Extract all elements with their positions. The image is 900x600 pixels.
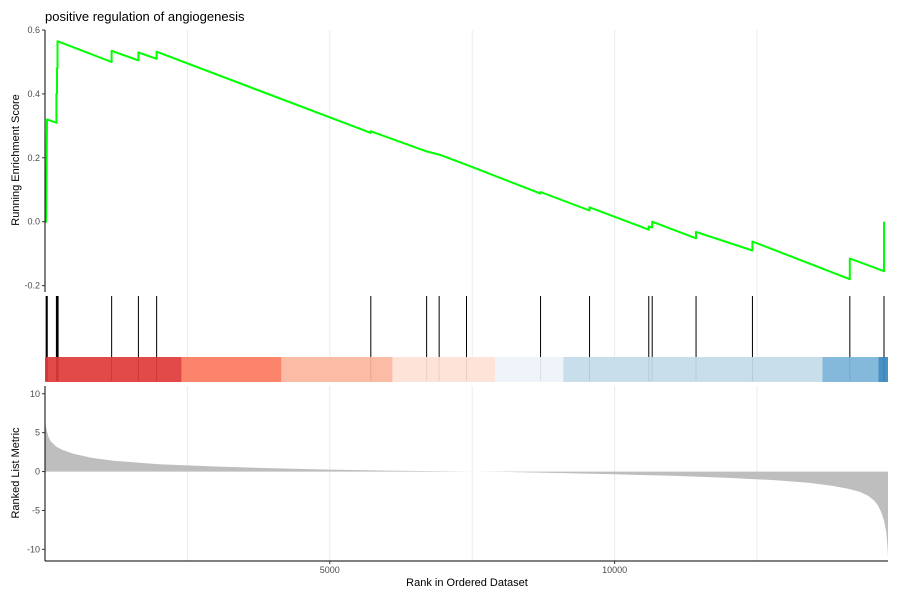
- x-axis-label: Rank in Ordered Dataset: [406, 577, 528, 589]
- ranked-metric-panel: -10 -5 0 5 10 5000 10000 Ranked List Metric Ra…: [10, 386, 888, 589]
- ranked-y-axis-label: Ranked List Metric: [10, 427, 22, 519]
- y-tick-label: 10: [30, 389, 40, 399]
- color-band-segment: [281, 357, 393, 382]
- color-band-segment: [392, 357, 495, 382]
- enrichment-y-axis: -0.2 0.0 0.2 0.4 0.6: [24, 25, 46, 292]
- y-tick-label: 5: [35, 428, 40, 438]
- color-band-segment: [45, 357, 182, 382]
- color-band-segment: [563, 357, 823, 382]
- enrichment-score-panel: -0.2 0.0 0.2 0.4 0.6 Running Enrichment Scor…: [10, 25, 885, 292]
- y-tick-label: 0.2: [27, 153, 40, 163]
- ranked-metric-series: [45, 417, 888, 558]
- hits-gridlines: [186, 292, 758, 357]
- x-tick-label: 5000: [320, 565, 340, 575]
- enrichment-y-axis-label: Running Enrichment Score: [10, 94, 22, 225]
- color-band-segment: [878, 357, 888, 382]
- color-band-segment: [822, 357, 879, 382]
- enrichment-score-series: [45, 40, 885, 281]
- ranked-gridlines: [186, 386, 758, 561]
- y-tick-label: -5: [32, 505, 40, 515]
- enrichment-score-line: [45, 40, 885, 281]
- color-band-segment: [181, 357, 282, 382]
- x-tick-label: 10000: [602, 565, 627, 575]
- y-tick-label: 0.6: [27, 25, 40, 35]
- y-tick-label: 0: [35, 467, 40, 477]
- y-tick-label: 0.0: [27, 217, 40, 227]
- ranked-metric-area: [45, 417, 888, 558]
- ranked-axes: -10 -5 0 5 10 5000 10000: [27, 386, 888, 575]
- gene-hits-panel: [45, 292, 888, 382]
- enrichment-gridlines: [186, 30, 758, 292]
- chart-title: positive regulation of angiogenesis: [45, 9, 245, 24]
- y-tick-label: 0.4: [27, 89, 40, 99]
- y-tick-label: -10: [27, 544, 40, 554]
- rank-color-band: [45, 357, 888, 382]
- color-band-segment: [494, 357, 564, 382]
- y-tick-label: -0.2: [24, 281, 40, 291]
